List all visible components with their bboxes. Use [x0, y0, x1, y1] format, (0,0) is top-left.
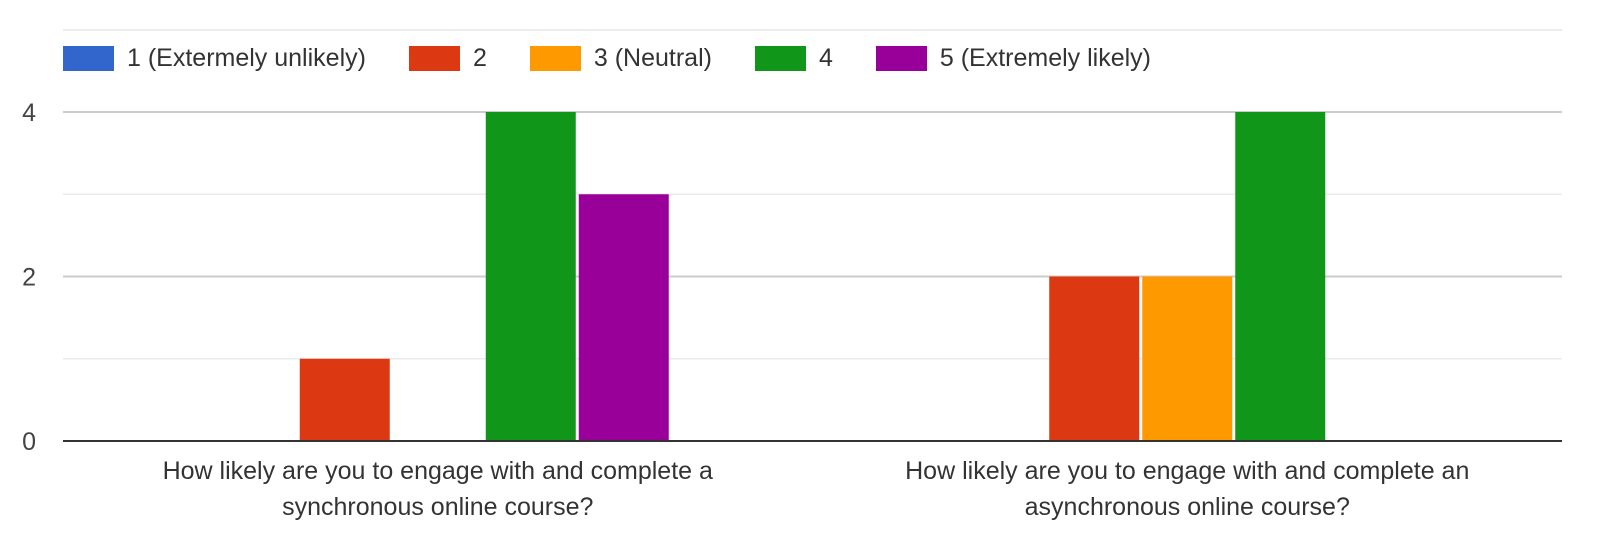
bar	[485, 112, 576, 441]
legend-swatch	[875, 45, 927, 71]
bar	[578, 194, 669, 441]
legend-label: 4	[818, 43, 833, 72]
legend-item[interactable]: 5 (Extremely likely)	[875, 43, 1152, 73]
legend-label: 1 (Extermely unlikely)	[127, 43, 366, 72]
legend-swatch	[63, 45, 114, 71]
x-category-label: How likely are you to engage with and co…	[163, 457, 713, 485]
y-tick-label: 4	[22, 99, 36, 127]
legend-item[interactable]: 3 (Neutral)	[529, 43, 712, 73]
legend-swatch	[754, 45, 806, 71]
y-tick-label: 0	[22, 428, 36, 456]
legend-item[interactable]: 1 (Extermely unlikely)	[63, 44, 366, 73]
legend-label: 3 (Neutral)	[593, 43, 712, 72]
x-category-label: synchronous online course?	[282, 493, 593, 521]
bar	[1235, 112, 1326, 441]
legend-label: 2	[472, 43, 487, 72]
bar	[1049, 276, 1140, 441]
x-category-label: How likely are you to engage with and co…	[905, 457, 1469, 485]
legend-label: 5 (Extremely likely)	[939, 43, 1152, 72]
legend-item[interactable]: 2	[408, 43, 487, 73]
chart-legend: 1 (Extermely unlikely) 2 3 (Neutral) 4 5 (Ex…	[63, 40, 1194, 76]
legend-item[interactable]: 4	[754, 43, 833, 73]
legend-swatch	[408, 45, 460, 71]
x-category-label: asynchronous online course?	[1025, 493, 1350, 521]
bar	[1142, 276, 1233, 441]
y-tick-label: 2	[22, 264, 36, 292]
bar	[299, 358, 390, 441]
legend-swatch	[529, 45, 581, 71]
